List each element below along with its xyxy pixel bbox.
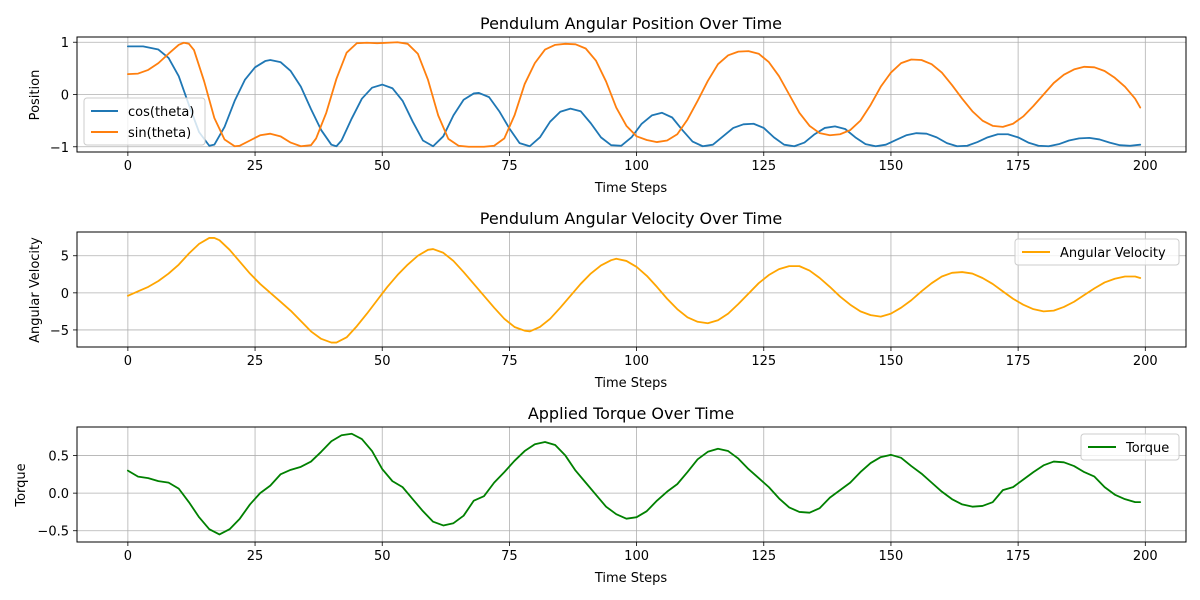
angular-velocity-legend-label: Angular Velocity [1060, 246, 1166, 261]
torque-ticks: 0 25 50 75 100 125 150 175 200 −0.5 0.0 0.5 [37, 450, 1157, 564]
velocity-chart: Pendulum Angular Velocity Over Time 0 25 5… [28, 209, 1187, 391]
torque-legend-box [1080, 433, 1180, 461]
position-ticks: 0 25 50 75 100 125 150 175 200 −1 0 1 [50, 36, 1158, 174]
torque-legend-label: Torque [1125, 441, 1169, 456]
position-grid [77, 37, 1186, 152]
velocity-y-tick-label-2: 5 [61, 250, 69, 265]
torque-plot-frame [76, 426, 1187, 543]
velocity-x-tick-label-25: 25 [247, 354, 264, 369]
position-y-tick-label-0: −1 [50, 141, 69, 156]
velocity-ticks: 0 25 50 75 100 125 150 175 200 −5 0 5 [50, 250, 1158, 369]
torque-y-tick-label-0: −0.5 [37, 525, 69, 540]
torque-y-tick-label-2: 0.5 [48, 450, 69, 465]
position-x-tick-label-200: 200 [1133, 159, 1158, 174]
position-series-line-cos-theta [126, 45, 1142, 148]
torque-x-tick-label-175: 175 [1006, 549, 1031, 564]
torque-x-axis-label: Time Steps [594, 571, 668, 586]
sin-theta-legend-label: sin(theta) [128, 126, 191, 141]
velocity-legend-box [1014, 238, 1180, 266]
position-x-tick-label-0: 0 [124, 159, 132, 174]
torque-chart-title: Applied Torque Over Time [528, 404, 734, 423]
position-x-tick-label-175: 175 [1006, 159, 1031, 174]
position-x-tick-label-75: 75 [501, 159, 518, 174]
position-series-line-sin-theta [126, 41, 1142, 148]
position-x-tick-label-25: 25 [247, 159, 264, 174]
velocity-legend: Angular Velocity [1014, 238, 1180, 266]
torque-x-tick-label-75: 75 [501, 549, 518, 564]
velocity-x-tick-label-125: 125 [751, 354, 776, 369]
torque-x-tick-label-50: 50 [374, 549, 391, 564]
torque-x-tick-label-125: 125 [751, 549, 776, 564]
position-x-tick-label-150: 150 [879, 159, 904, 174]
cos-theta-legend-label: cos(theta) [128, 105, 194, 120]
velocity-series-line-angular-velocity [126, 237, 1142, 344]
torque-series [126, 432, 1142, 536]
velocity-x-axis-label: Time Steps [594, 376, 668, 391]
position-x-axis-label: Time Steps [594, 181, 668, 196]
torque-x-tick-label-25: 25 [247, 549, 264, 564]
torque-x-tick-label-200: 200 [1133, 549, 1158, 564]
torque-legend: Torque [1080, 433, 1180, 461]
position-chart: Pendulum Angular Position Over Time 0 25 5… [28, 14, 1187, 196]
velocity-y-tick-label-0: −5 [50, 324, 69, 339]
position-x-tick-label-125: 125 [751, 159, 776, 174]
velocity-plot-frame [76, 231, 1187, 348]
position-legend: cos(theta) sin(theta) [83, 97, 206, 146]
position-y-axis-label: Position [28, 70, 43, 121]
velocity-chart-title: Pendulum Angular Velocity Over Time [480, 209, 783, 228]
velocity-x-tick-label-200: 200 [1133, 354, 1158, 369]
velocity-x-tick-label-75: 75 [501, 354, 518, 369]
torque-chart: Applied Torque Over Time 0 25 50 75 100 125 15… [14, 404, 1187, 586]
velocity-series [126, 237, 1142, 344]
torque-y-axis-label: Torque [14, 463, 29, 507]
velocity-y-tick-label-1: 0 [61, 287, 69, 302]
position-y-tick-label-2: 1 [61, 36, 69, 51]
torque-y-tick-label-1: 0.0 [48, 487, 69, 502]
position-y-tick-label-1: 0 [61, 89, 69, 104]
torque-x-tick-label-150: 150 [879, 549, 904, 564]
velocity-x-tick-label-0: 0 [124, 354, 132, 369]
position-chart-title: Pendulum Angular Position Over Time [480, 14, 782, 33]
position-legend-box [83, 97, 206, 146]
velocity-x-tick-label-50: 50 [374, 354, 391, 369]
torque-x-tick-label-100: 100 [624, 549, 649, 564]
velocity-x-tick-label-175: 175 [1006, 354, 1031, 369]
velocity-y-axis-label: Angular Velocity [28, 237, 43, 343]
torque-x-tick-label-0: 0 [124, 549, 132, 564]
position-x-tick-label-100: 100 [624, 159, 649, 174]
velocity-x-tick-label-150: 150 [879, 354, 904, 369]
position-x-tick-label-50: 50 [374, 159, 391, 174]
position-series [126, 41, 1142, 148]
velocity-x-tick-label-100: 100 [624, 354, 649, 369]
torque-series-line-torque [126, 432, 1142, 536]
velocity-grid [77, 232, 1186, 347]
